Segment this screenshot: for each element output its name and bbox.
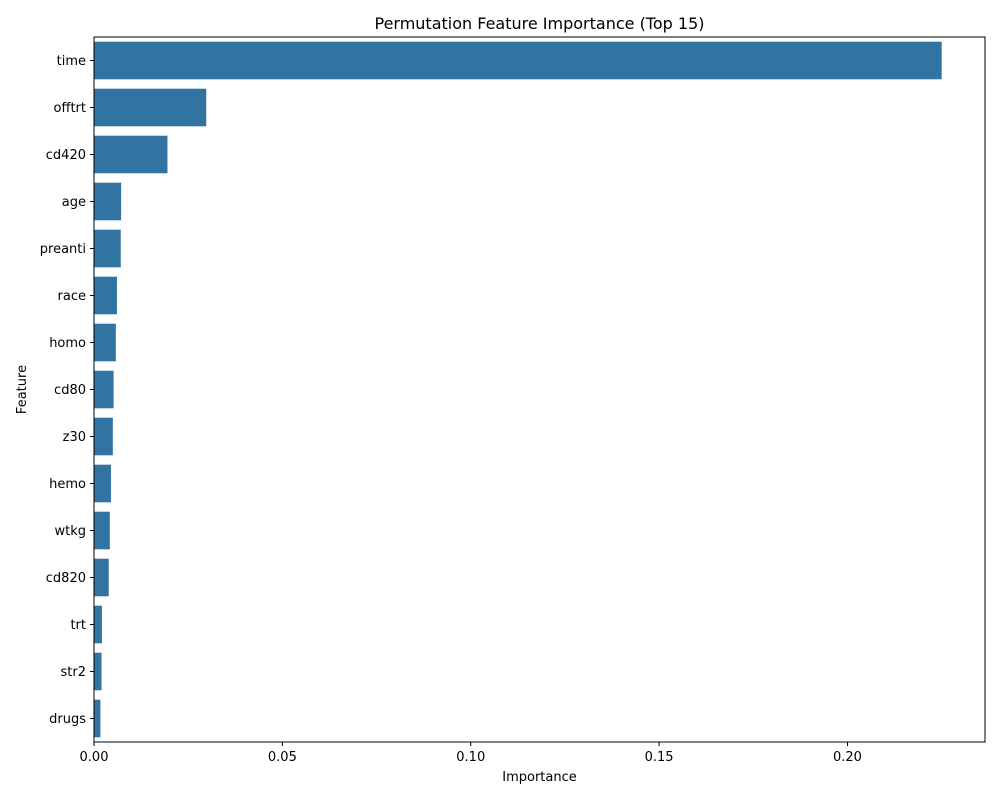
x-axis-title: Importance [502, 770, 577, 785]
y-tick-label-cd80: cd80 [54, 383, 86, 398]
bar-age [94, 182, 122, 221]
bar-str2 [94, 652, 102, 691]
bar-offtrt [94, 88, 207, 127]
y-tick-label-hemo: hemo [49, 477, 86, 492]
y-tick-label-homo: homo [49, 336, 86, 351]
bar-preanti [94, 229, 121, 268]
y-tick-label-z30: z30 [63, 430, 86, 445]
bar-wtkg [94, 511, 110, 550]
y-tick-label-cd820: cd820 [46, 571, 86, 586]
y-tick-label-cd420: cd420 [46, 148, 86, 163]
x-tick-label: 0.15 [645, 750, 674, 765]
y-tick-label-offtrt: offtrt [54, 101, 86, 116]
bar-race [94, 276, 117, 315]
bar-cd820 [94, 558, 109, 597]
y-tick-label-time: time [57, 54, 86, 69]
x-axis-ticks: 0.00 0.05 0.10 0.15 0.20 [80, 742, 862, 765]
bar-cd420 [94, 135, 168, 174]
bars-group [94, 41, 942, 738]
y-tick-label-preanti: preanti [40, 242, 86, 257]
x-tick-label: 0.20 [833, 750, 862, 765]
y-axis-ticks: time offtrt cd420 age preanti race homo cd80 z30… [40, 54, 94, 727]
y-tick-label-wtkg: wtkg [54, 524, 86, 539]
bar-cd80 [94, 370, 114, 409]
bar-homo [94, 323, 116, 362]
y-axis-title: Feature [15, 365, 30, 414]
bar-trt [94, 605, 102, 644]
y-tick-label-str2: str2 [61, 665, 87, 680]
bar-drugs [94, 699, 101, 738]
x-tick-label: 0.10 [456, 750, 485, 765]
y-tick-label-age: age [62, 195, 86, 210]
x-tick-label: 0.00 [80, 750, 109, 765]
bar-z30 [94, 417, 113, 456]
x-tick-label: 0.05 [268, 750, 297, 765]
bar-time [94, 41, 942, 80]
bar-hemo [94, 464, 111, 503]
plot-area-frame [93, 36, 986, 743]
y-tick-label-trt: trt [70, 618, 86, 633]
chart-title: Permutation Feature Importance (Top 15) [374, 14, 704, 33]
y-tick-label-race: race [58, 289, 86, 304]
y-tick-label-drugs: drugs [49, 712, 86, 727]
